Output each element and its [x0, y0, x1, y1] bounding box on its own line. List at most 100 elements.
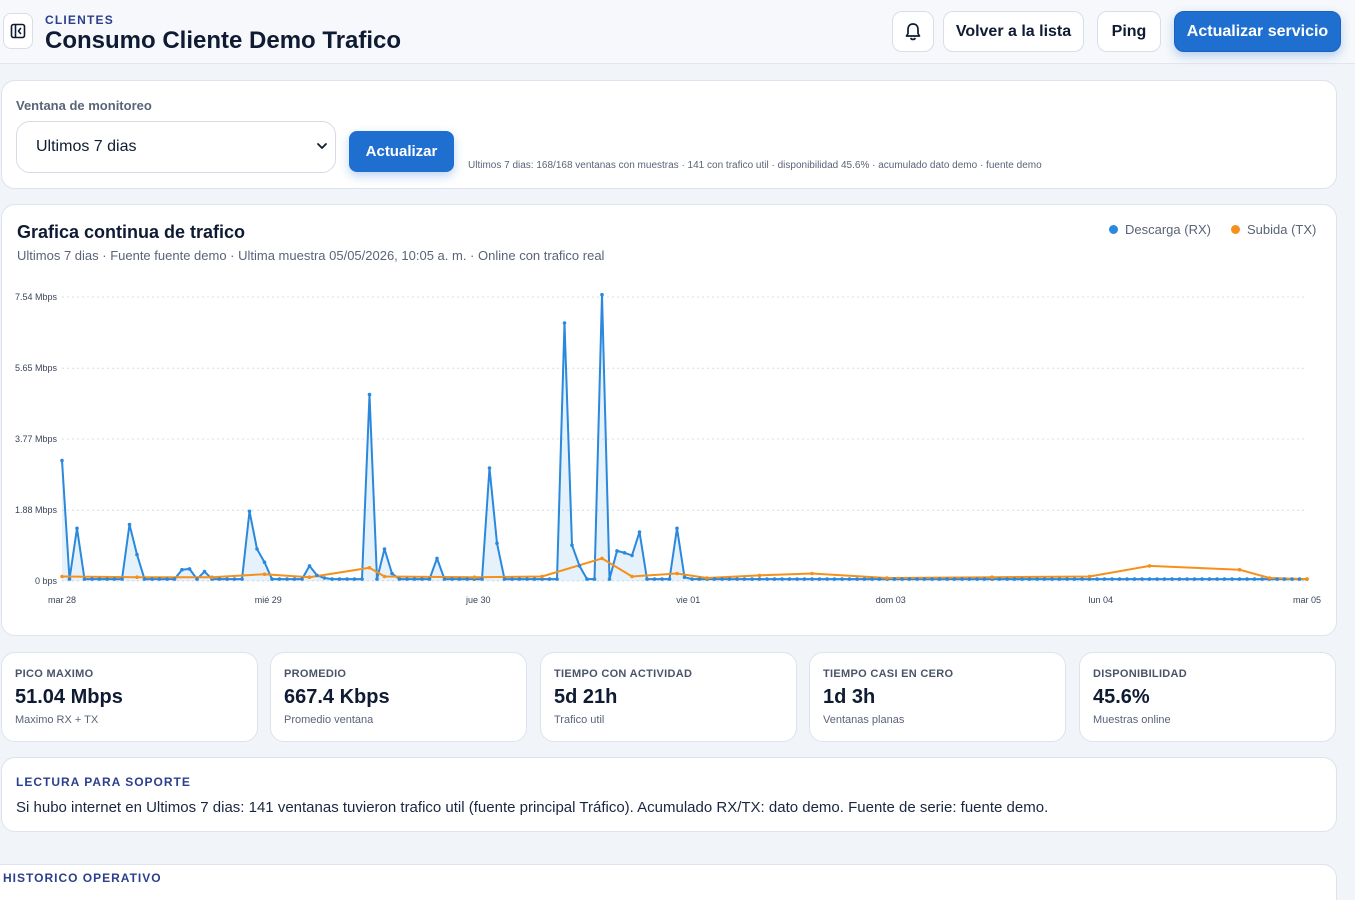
rx-point: [1237, 577, 1242, 581]
rx-point: [442, 577, 447, 581]
rx-point: [877, 577, 882, 581]
back-to-list-button[interactable]: Volver a la lista: [943, 11, 1084, 52]
stat-card-availability: DISPONIBILIDAD 45.6% Muestras online: [1079, 652, 1336, 742]
x-tick-label: mar 05: [1293, 595, 1321, 605]
rx-point: [960, 577, 964, 581]
rx-point: [802, 577, 807, 581]
rx-area: [62, 294, 1307, 581]
rx-point: [787, 577, 792, 581]
rx-point: [217, 577, 222, 581]
rx-point: [375, 577, 379, 581]
stat-sub: Ventanas planas: [823, 714, 905, 726]
y-tick-label: 0 bps: [35, 576, 58, 586]
breadcrumb[interactable]: CLIENTES: [45, 13, 114, 27]
history-card: HISTORICO OPERATIVO: [0, 864, 1337, 900]
rx-point: [1005, 577, 1009, 581]
stat-sub: Trafico util: [554, 714, 605, 726]
rx-point: [487, 466, 492, 470]
chart-title: Grafica continua de trafico: [17, 222, 246, 242]
monitor-window-card: Ventana de monitoreo Ultimos 7 dias Actu…: [1, 80, 1337, 189]
legend-rx[interactable]: Descarga (RX): [1109, 222, 1211, 237]
x-tick-label: jue 30: [465, 595, 491, 605]
rx-point: [465, 577, 469, 581]
rx-point: [1155, 577, 1159, 581]
rx-point: [157, 577, 162, 581]
tx-point: [600, 556, 604, 561]
rx-point: [937, 577, 942, 581]
stat-label: DISPONIBILIDAD: [1093, 668, 1188, 680]
rx-point: [1087, 577, 1092, 581]
rx-point: [975, 577, 979, 581]
rx-point: [532, 577, 537, 581]
stat-card-idle: TIEMPO CASI EN CERO 1d 3h Ventanas plana…: [809, 652, 1066, 742]
tx-point: [367, 566, 372, 570]
chevron-down-icon: [317, 143, 327, 149]
rx-point: [1012, 577, 1017, 581]
refresh-button[interactable]: Actualizar: [349, 131, 454, 172]
rx-point: [1245, 577, 1249, 581]
rx-point: [412, 577, 417, 581]
rx-point: [1132, 577, 1137, 581]
history-title: HISTORICO OPERATIVO: [3, 871, 162, 885]
rx-point: [570, 543, 574, 547]
rx-point: [840, 577, 844, 581]
rx-point: [187, 567, 192, 571]
support-title: LECTURA PARA SOPORTE: [16, 775, 191, 789]
rx-point: [945, 577, 949, 581]
rx-point: [457, 577, 462, 581]
rx-point: [390, 571, 394, 576]
tx-point: [472, 575, 477, 579]
rx-point: [1185, 577, 1189, 581]
rx-point: [135, 552, 139, 557]
rx-point: [180, 567, 184, 572]
rx-point: [765, 577, 769, 581]
monitor-window-select[interactable]: Ultimos 7 dias: [16, 121, 336, 173]
rx-point: [82, 577, 87, 581]
rx-point: [547, 577, 552, 581]
rx-point: [502, 577, 507, 581]
stat-card-activity: TIEMPO CON ACTIVIDAD 5d 21h Trafico util: [540, 652, 797, 742]
rx-point: [142, 577, 147, 581]
rx-point: [907, 577, 912, 581]
rx-point: [262, 560, 267, 564]
rx-point: [825, 577, 829, 581]
rx-point: [1095, 577, 1099, 581]
rx-point: [292, 577, 297, 581]
rx-point: [1170, 577, 1174, 581]
rx-point: [810, 577, 814, 581]
rx-point: [450, 577, 454, 581]
rx-point: [397, 577, 402, 581]
rx-point: [322, 576, 327, 580]
y-tick-label: 3.77 Mbps: [15, 434, 58, 444]
rx-point: [592, 577, 597, 581]
rx-point: [720, 577, 724, 581]
rx-point: [1230, 577, 1234, 581]
notifications-button[interactable]: [892, 11, 934, 52]
rx-point: [667, 577, 672, 581]
ping-button[interactable]: Ping: [1097, 11, 1161, 52]
rx-point: [735, 577, 739, 581]
stat-card-average: PROMEDIO 667.4 Kbps Promedio ventana: [270, 652, 527, 742]
rx-point: [1110, 577, 1114, 581]
update-service-button[interactable]: Actualizar servicio: [1174, 11, 1341, 52]
rx-point: [562, 321, 567, 325]
legend-tx[interactable]: Subida (TX): [1231, 222, 1316, 237]
rx-point: [1050, 577, 1054, 581]
rx-point: [270, 577, 274, 581]
rx-point: [345, 577, 349, 581]
rx-point: [480, 577, 484, 581]
rx-point: [307, 564, 312, 568]
rx-point: [75, 526, 79, 531]
rx-point: [555, 577, 559, 581]
rx-point: [772, 577, 777, 581]
tx-point: [1237, 567, 1242, 572]
rx-point: [1290, 577, 1294, 581]
tx-point: [885, 576, 889, 580]
rx-point: [622, 551, 627, 555]
sidebar-toggle-button[interactable]: [3, 13, 33, 49]
x-tick-label: lun 04: [1088, 595, 1113, 605]
stat-value: 45.6%: [1093, 686, 1150, 708]
rx-point: [1222, 577, 1227, 581]
rx-point: [120, 577, 124, 581]
rx-point: [1035, 577, 1039, 581]
